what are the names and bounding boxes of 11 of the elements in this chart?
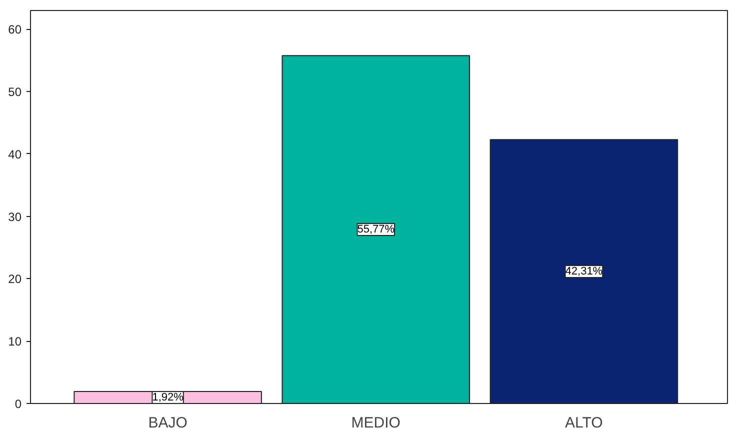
y-tick-label: 10 [8,334,22,349]
x-tick-label: BAJO [148,414,188,432]
y-tick-label: 0 [14,397,22,411]
y-tick-label: 50 [8,85,22,100]
y-tick-label: 60 [8,22,22,37]
data-label: 1,92% [152,392,184,404]
y-tick-label: 30 [8,210,22,224]
y-tick-label: 20 [8,272,22,286]
x-tick-label: MEDIO [351,414,400,432]
y-tick-label: 40 [8,147,22,162]
x-tick-label: ALTO [565,414,603,432]
